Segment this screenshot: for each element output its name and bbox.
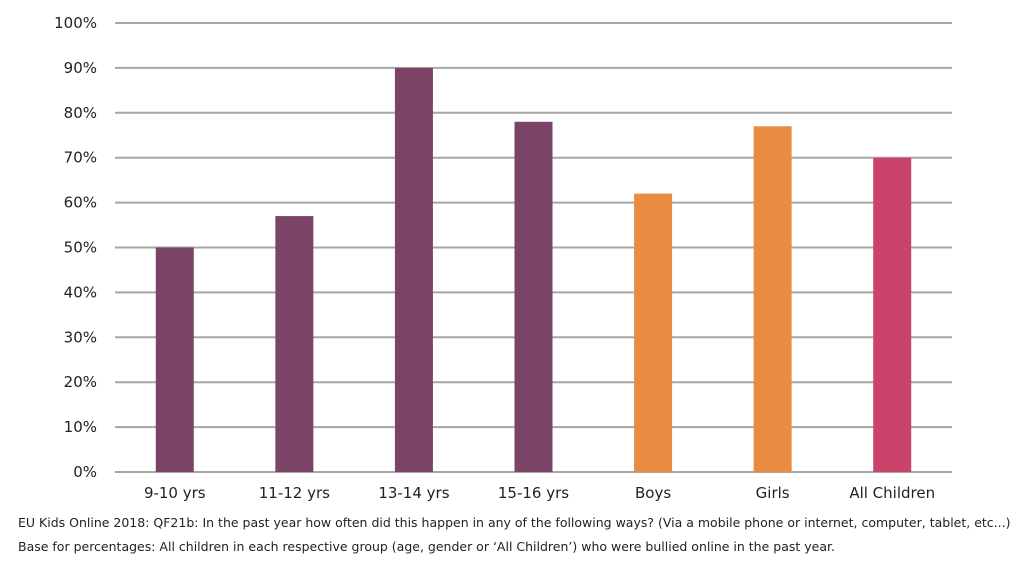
y-axis-ticks: 0% 10% 20% 30% 40% 50% 60% 70% 80% 90% 100% (54, 14, 97, 481)
y-tick-label: 80% (64, 104, 97, 122)
bar (155, 247, 194, 472)
bar (514, 121, 553, 472)
x-tick-label: 11-12 yrs (259, 484, 330, 502)
x-axis-ticks: 9-10 yrs 11-12 yrs 13-14 yrs 15-16 yrs Boys G… (144, 484, 935, 502)
y-tick-label: 60% (64, 194, 97, 212)
x-tick-label: All Children (849, 484, 935, 502)
bar (275, 216, 314, 472)
bar (753, 126, 792, 473)
x-tick-label: Girls (756, 484, 790, 502)
base-note: Base for percentages: All children in ea… (18, 539, 835, 554)
x-tick-label: 15-16 yrs (498, 484, 569, 502)
y-tick-label: 40% (64, 283, 97, 301)
y-tick-label: 30% (64, 328, 97, 346)
bar (634, 193, 673, 472)
y-tick-label: 10% (64, 418, 97, 436)
bar (873, 157, 912, 472)
y-tick-label: 90% (64, 59, 97, 77)
x-tick-label: 9-10 yrs (144, 484, 206, 502)
x-tick-label: 13-14 yrs (378, 484, 449, 502)
y-tick-label: 0% (73, 463, 97, 481)
y-tick-label: 50% (64, 239, 97, 257)
bar (394, 67, 433, 473)
y-tick-label: 70% (64, 149, 97, 167)
source-note: EU Kids Online 2018: QF21b: In the past … (18, 515, 1011, 530)
bars (155, 67, 912, 473)
y-tick-label: 20% (64, 373, 97, 391)
bar-chart: 0% 10% 20% 30% 40% 50% 60% 70% 80% 90% 100% 9-10 y… (54, 14, 952, 502)
y-tick-label: 100% (54, 14, 97, 32)
x-tick-label: Boys (635, 484, 671, 502)
